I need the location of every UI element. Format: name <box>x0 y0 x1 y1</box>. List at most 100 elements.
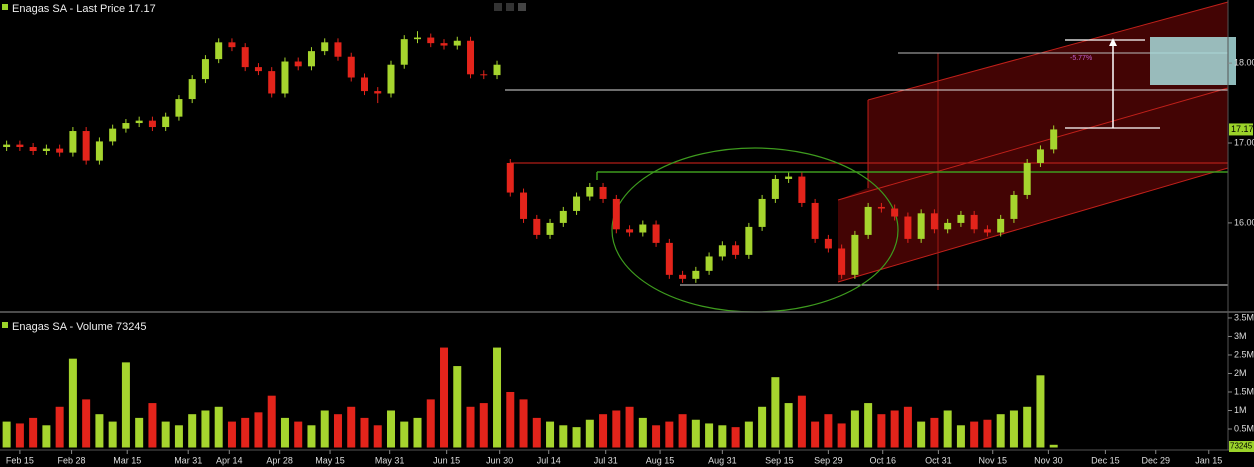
volume-bar <box>135 417 144 448</box>
volume-bar <box>917 421 926 448</box>
volume-bar <box>811 421 820 448</box>
volume-bar <box>42 425 51 448</box>
volume-bar <box>68 358 77 448</box>
volume-bar <box>121 362 130 448</box>
candle-body <box>864 206 872 235</box>
x-tick-label: Feb 15 <box>6 455 34 465</box>
volume-bar <box>532 417 541 448</box>
candle-body <box>1036 149 1044 163</box>
candle-body <box>1010 194 1018 219</box>
candle-body <box>679 274 687 279</box>
volume-bar <box>758 406 767 448</box>
volume-bar <box>2 421 11 448</box>
candle-body <box>453 40 461 46</box>
volume-bar <box>55 406 64 448</box>
volume-bar <box>559 425 568 448</box>
x-tick-label: Jun 15 <box>433 455 460 465</box>
legend-swatch <box>2 322 8 328</box>
candle-body <box>944 222 952 230</box>
volume-bar <box>638 417 647 448</box>
volume-bar <box>599 414 608 448</box>
volume-bar <box>837 423 846 448</box>
volume-bar <box>148 403 157 448</box>
volume-bar <box>400 421 409 448</box>
candle-body <box>493 64 501 76</box>
x-tick-label: Oct 31 <box>925 455 952 465</box>
candle-body <box>109 128 117 142</box>
candle-body <box>241 47 249 68</box>
candle-body <box>414 37 422 40</box>
volume-bar <box>254 412 263 448</box>
candle-body <box>824 238 832 249</box>
volume-bar <box>546 421 555 448</box>
candle-body <box>599 186 607 199</box>
volume-bar <box>585 419 594 448</box>
x-tick-label: Mar 15 <box>113 455 141 465</box>
toolbar-icon[interactable] <box>506 3 514 11</box>
volume-bar <box>1036 375 1045 448</box>
volume-bar <box>744 421 753 448</box>
y-tick-label: 16.00 <box>1234 217 1254 227</box>
volume-bar <box>95 414 104 448</box>
candle-body <box>175 99 183 117</box>
volume-bar <box>1049 444 1058 448</box>
volume-bar <box>956 425 965 448</box>
candle-body <box>652 224 660 243</box>
volume-bar <box>850 410 859 448</box>
volume-bar <box>665 421 674 448</box>
volume-bar <box>797 395 806 448</box>
candle-body <box>307 51 315 67</box>
volume-bar <box>280 417 289 448</box>
volume-bar <box>930 417 939 448</box>
x-tick-label: Nov 15 <box>978 455 1007 465</box>
y-tick-label: 3M <box>1234 331 1247 341</box>
volume-bar <box>294 421 303 448</box>
candle-body <box>281 61 289 94</box>
volume-bar <box>466 406 475 448</box>
candle-body <box>294 61 302 67</box>
candle-body <box>626 229 634 233</box>
candle-body <box>16 144 24 148</box>
candle-body <box>771 178 779 199</box>
toolbar-icon[interactable] <box>494 3 502 11</box>
volume-bar <box>360 417 369 448</box>
candle-body <box>877 206 885 209</box>
annotation: -5.77% <box>1070 55 1092 62</box>
volume-bar <box>214 406 223 448</box>
toolbar-icon[interactable] <box>518 3 526 11</box>
candle-body <box>374 91 382 94</box>
candle-body <box>42 148 50 152</box>
candle-body <box>1050 129 1058 150</box>
candle-body <box>427 37 435 44</box>
volume-bar <box>479 403 488 448</box>
candle-body <box>122 123 130 129</box>
candle-body <box>533 218 541 235</box>
candle-body <box>95 141 103 161</box>
candle-body <box>732 245 740 255</box>
volume-bar <box>267 395 276 448</box>
info-box <box>1150 37 1236 85</box>
candle-body <box>970 214 978 230</box>
x-tick-label: Dec 15 <box>1091 455 1120 465</box>
last-price-box <box>1229 123 1253 136</box>
channel-fill <box>838 2 1228 282</box>
candle-body <box>983 229 991 233</box>
candle-body <box>785 176 793 179</box>
last-price-label: 17.17 <box>1231 124 1254 134</box>
volume-bar <box>903 406 912 448</box>
candle-body <box>758 198 766 227</box>
volume-bar <box>307 425 316 448</box>
y-tick-label: 2M <box>1234 368 1247 378</box>
candle-body <box>573 196 581 211</box>
candle-body <box>268 71 276 94</box>
candle-body <box>506 162 514 193</box>
candle-body <box>3 144 11 148</box>
volume-bar <box>506 391 515 448</box>
x-tick-label: Aug 31 <box>708 455 737 465</box>
volume-bar <box>519 399 528 448</box>
volume-bar <box>174 425 183 448</box>
x-tick-label: Apr 14 <box>216 455 243 465</box>
candle-body <box>56 148 64 153</box>
candle-body <box>347 56 355 78</box>
candle-body <box>387 64 395 94</box>
